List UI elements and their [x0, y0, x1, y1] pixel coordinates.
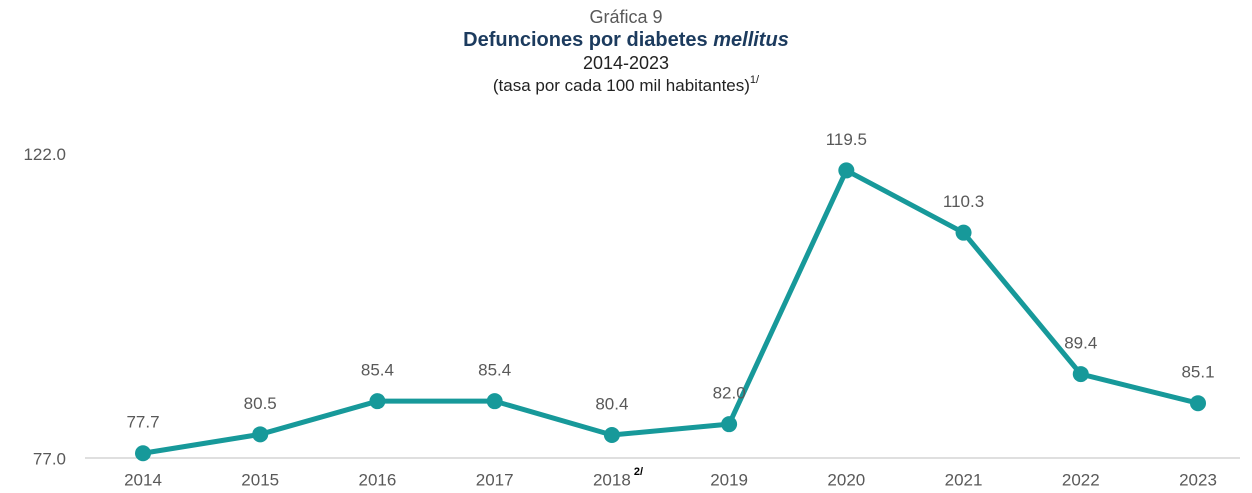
point [955, 224, 972, 241]
point [603, 426, 620, 443]
chart-title: Defunciones por diabetes mellitus [463, 29, 789, 51]
value-label: 85.1 [1181, 363, 1214, 382]
point [1072, 366, 1089, 383]
value-label: 80.4 [595, 394, 628, 413]
x-tick-label: 2018 [593, 470, 631, 489]
x-tick-label: 2014 [124, 470, 162, 489]
title-emphasis: mellitus [713, 29, 789, 51]
point [721, 416, 738, 433]
point [369, 393, 386, 410]
x-tick-label: 2020 [827, 470, 865, 489]
value-label: 80.5 [244, 394, 277, 413]
point [252, 426, 269, 443]
point [486, 393, 503, 410]
title-text: Defunciones por diabetes [463, 29, 708, 51]
value-label: 85.4 [478, 361, 511, 380]
point [135, 445, 151, 462]
point [1190, 395, 1206, 412]
value-label: 77.7 [126, 413, 159, 432]
x-tick-label: 2015 [241, 470, 279, 489]
value-label: 82.0 [713, 384, 746, 403]
value-label: 119.5 [826, 130, 867, 149]
x-tick-label: 2021 [945, 470, 983, 489]
x-tick-note: 2/ [634, 466, 643, 478]
x-tick-label: 2023 [1179, 470, 1217, 489]
y-tick-label: 122.0 [23, 145, 66, 164]
point [838, 162, 855, 179]
y-tick-label: 77.0 [33, 449, 66, 468]
chart-label: Gráfica 9 [589, 7, 662, 27]
x-tick-label: 2017 [476, 470, 514, 489]
unit: (tasa por cada 100 mil habitantes)1/ [493, 74, 760, 96]
unit-text: (tasa por cada 100 mil habitantes) [493, 76, 750, 95]
value-label: 85.4 [361, 361, 394, 380]
unit-note: 1/ [750, 74, 760, 86]
x-tick-label: 2022 [1062, 470, 1100, 489]
x-tick-label: 2016 [359, 470, 397, 489]
line [142, 167, 1199, 456]
value-label: 89.4 [1064, 334, 1097, 353]
x-tick-label: 2019 [710, 470, 748, 489]
subtitle: 2014-2023 [583, 53, 669, 73]
value-label: 110.3 [943, 192, 984, 211]
